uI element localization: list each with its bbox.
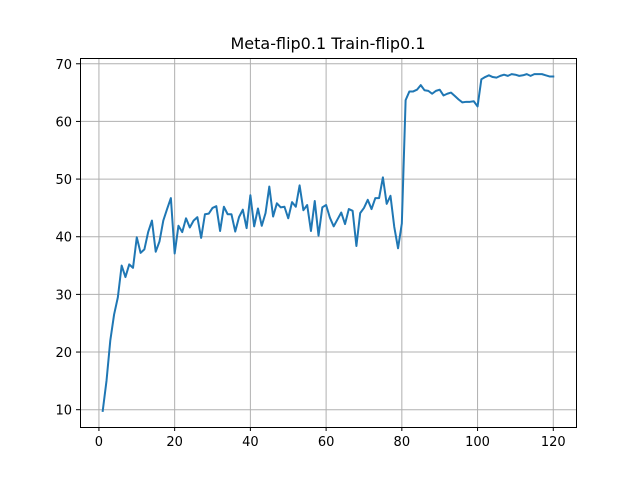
x-tick-label: 20: [166, 435, 183, 450]
y-tick-label: 70: [55, 58, 72, 73]
x-tick-label: 100: [465, 435, 490, 450]
x-tick-label: 60: [318, 435, 335, 450]
x-tick-label: 80: [394, 435, 411, 450]
grid-lines: [80, 58, 576, 427]
y-tick-label: 60: [55, 115, 72, 130]
y-tick-label: 50: [55, 173, 72, 188]
y-tick-label: 10: [55, 404, 72, 419]
series-lines: [101, 73, 555, 412]
x-tick-label: 120: [541, 435, 566, 450]
chart-title: Meta-flip0.1 Train-flip0.1: [231, 34, 426, 53]
plot-frame: [80, 58, 577, 428]
y-tick-label: 30: [55, 288, 72, 303]
y-tick-label: 20: [55, 346, 72, 361]
axis-ticks: 0 20 40 60 80 100 120 10 20 30 40 50 60 70: [55, 58, 565, 450]
series-line: [101, 73, 555, 412]
y-tick-label: 40: [55, 231, 72, 246]
x-tick-label: 40: [242, 435, 259, 450]
x-tick-label: 0: [95, 435, 103, 450]
